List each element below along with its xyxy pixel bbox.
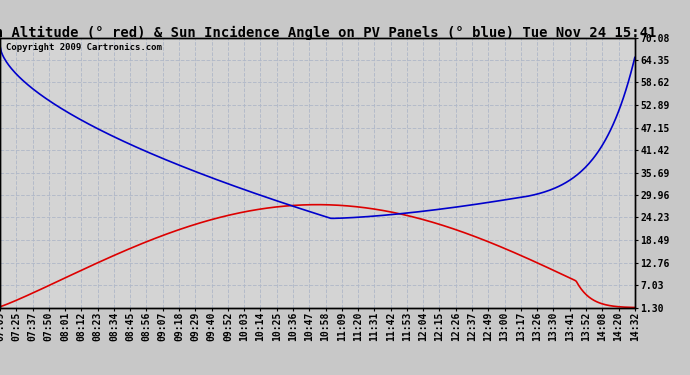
Text: Sun Altitude (° red) & Sun Incidence Angle on PV Panels (° blue) Tue Nov 24 15:4: Sun Altitude (° red) & Sun Incidence Ang…	[0, 26, 657, 40]
Text: Copyright 2009 Cartronics.com: Copyright 2009 Cartronics.com	[6, 43, 162, 52]
